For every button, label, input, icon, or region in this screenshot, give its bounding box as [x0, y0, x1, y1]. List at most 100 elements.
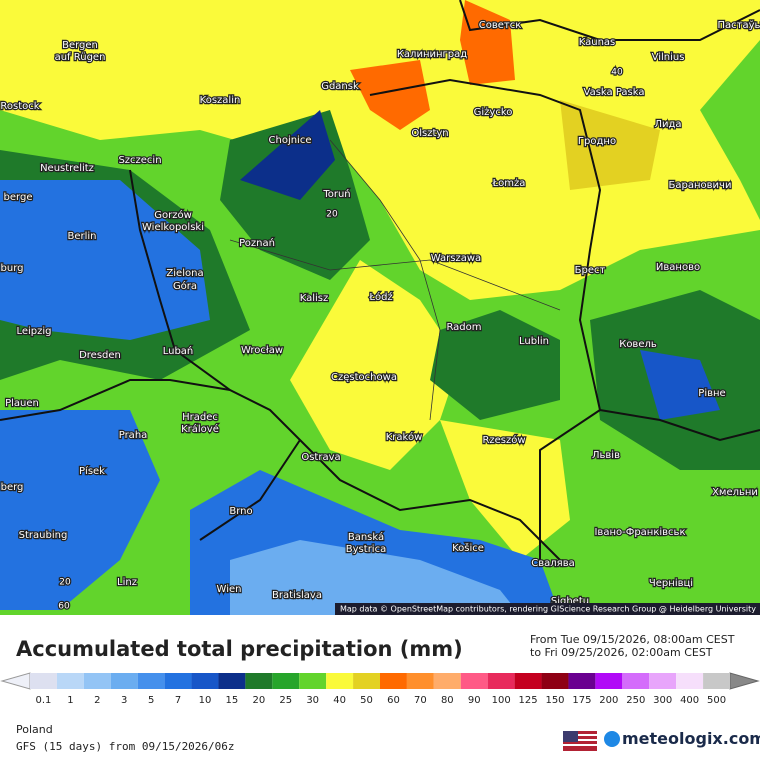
city-label: Rzeszów	[482, 434, 525, 446]
city-label: Wrocław	[241, 345, 283, 356]
scale-label: 500	[707, 695, 726, 706]
city-label: Иваново	[656, 262, 700, 273]
city-label: berge	[4, 192, 33, 203]
scale-swatch	[433, 673, 461, 689]
city-label: Zielona	[166, 268, 203, 279]
scale-label: 2	[94, 695, 100, 706]
scale-label: 3	[121, 695, 127, 706]
region	[0, 410, 160, 610]
scale-swatch	[353, 673, 380, 689]
borders	[0, 0, 760, 561]
city-label: Toruń	[322, 188, 350, 200]
region	[350, 60, 430, 130]
city-label: Рівне	[698, 387, 725, 399]
city-label: Советск	[479, 20, 522, 31]
scale-label: 1	[67, 695, 73, 706]
city-label: burg	[1, 263, 24, 274]
city-label: Chojnice	[269, 135, 312, 146]
city-label: Warszawa	[431, 253, 481, 264]
city-label: Ковель	[619, 339, 657, 350]
scale-label: 70	[414, 695, 427, 706]
period-to: to Fri 09/25/2026, 02:00am CEST	[530, 646, 713, 659]
scale-arrow-high	[729, 672, 760, 690]
scale-swatch	[568, 673, 596, 689]
city-label: Łódź	[368, 291, 392, 303]
city-label: Hradec	[182, 412, 218, 423]
city-label: Wielkopolski	[142, 222, 204, 233]
city-label: Gdansk	[321, 81, 359, 92]
region	[430, 310, 560, 420]
region	[440, 420, 570, 560]
city-label: Neustrelitz	[40, 163, 94, 174]
attribution-bg	[335, 603, 760, 615]
city-label: Пастаўы	[718, 19, 760, 31]
city-label: Częstochowa	[331, 372, 397, 383]
scale-swatch	[191, 673, 219, 689]
scale-swatch	[703, 673, 730, 689]
city-label: Písek	[79, 465, 105, 477]
legend-period: From Tue 09/15/2026, 08:00am CEST to Fri…	[530, 633, 750, 659]
scale-swatch	[514, 673, 542, 689]
scale-label: 300	[653, 695, 672, 706]
city-label: Giżycko	[474, 107, 513, 118]
scale-label: 50	[360, 695, 373, 706]
scale-label: 5	[148, 695, 154, 706]
scale-swatch	[299, 673, 327, 689]
city-label: Брест	[575, 265, 606, 276]
scale-swatch	[380, 673, 407, 689]
scale-label: 15	[226, 695, 239, 706]
scale-label: 0.1	[36, 695, 52, 706]
scale-swatch	[649, 673, 677, 689]
region	[0, 180, 210, 340]
city-label: Kraków	[386, 431, 423, 443]
city-label: Linz	[117, 577, 137, 588]
contour-label: 60	[58, 602, 70, 612]
city-label: Гродно	[578, 136, 616, 147]
city-label: Vilnius	[652, 52, 685, 63]
city-label: Łomża	[492, 178, 526, 189]
city-label: Radom	[446, 322, 481, 333]
scale-label: 100	[492, 695, 511, 706]
legend-title: Accumulated total precipitation (mm)	[16, 637, 463, 661]
region	[230, 540, 520, 615]
city-label: Olsztyn	[411, 128, 448, 139]
brand[interactable]: meteologix.com	[622, 729, 760, 748]
city-label: Wien	[217, 584, 242, 595]
contour-label: 40	[611, 68, 623, 78]
scale-swatch	[406, 673, 434, 689]
scale-swatch	[487, 673, 515, 689]
city-label: Івано-Франківськ	[594, 526, 685, 538]
city-label: Košice	[452, 542, 484, 554]
scale-swatch	[30, 673, 57, 689]
city-label: Калининград	[397, 49, 467, 60]
scale-swatch	[272, 673, 300, 689]
scale-label: 20	[252, 695, 265, 706]
region-name: Poland	[16, 723, 53, 736]
scale-label: 175	[572, 695, 591, 706]
scale-label: 125	[519, 695, 538, 706]
city-label: Лида	[654, 119, 681, 130]
scale-label: 60	[387, 695, 400, 706]
city-label: Bratislava	[272, 590, 322, 601]
scale-label: 90	[468, 695, 481, 706]
city-label: Brno	[229, 506, 252, 517]
scale-swatch	[245, 673, 273, 689]
scale-swatch	[218, 673, 246, 689]
scale-swatch	[541, 673, 569, 689]
city-label: Барановичи	[669, 180, 732, 191]
city-label: Koszalin	[200, 95, 241, 106]
region	[290, 260, 460, 470]
scale-swatch	[676, 673, 704, 689]
city-label: Bystrica	[346, 544, 386, 555]
city-label: Bergen	[62, 40, 98, 51]
scale-label: 150	[545, 695, 564, 706]
scale-swatch	[595, 673, 623, 689]
city-label: Straubing	[19, 530, 68, 541]
city-label: Lubań	[163, 345, 194, 357]
scale-swatch	[326, 673, 354, 689]
city-label: Львів	[592, 449, 620, 461]
scale-label: 200	[599, 695, 618, 706]
scale-swatch	[83, 673, 111, 689]
region	[0, 0, 760, 300]
